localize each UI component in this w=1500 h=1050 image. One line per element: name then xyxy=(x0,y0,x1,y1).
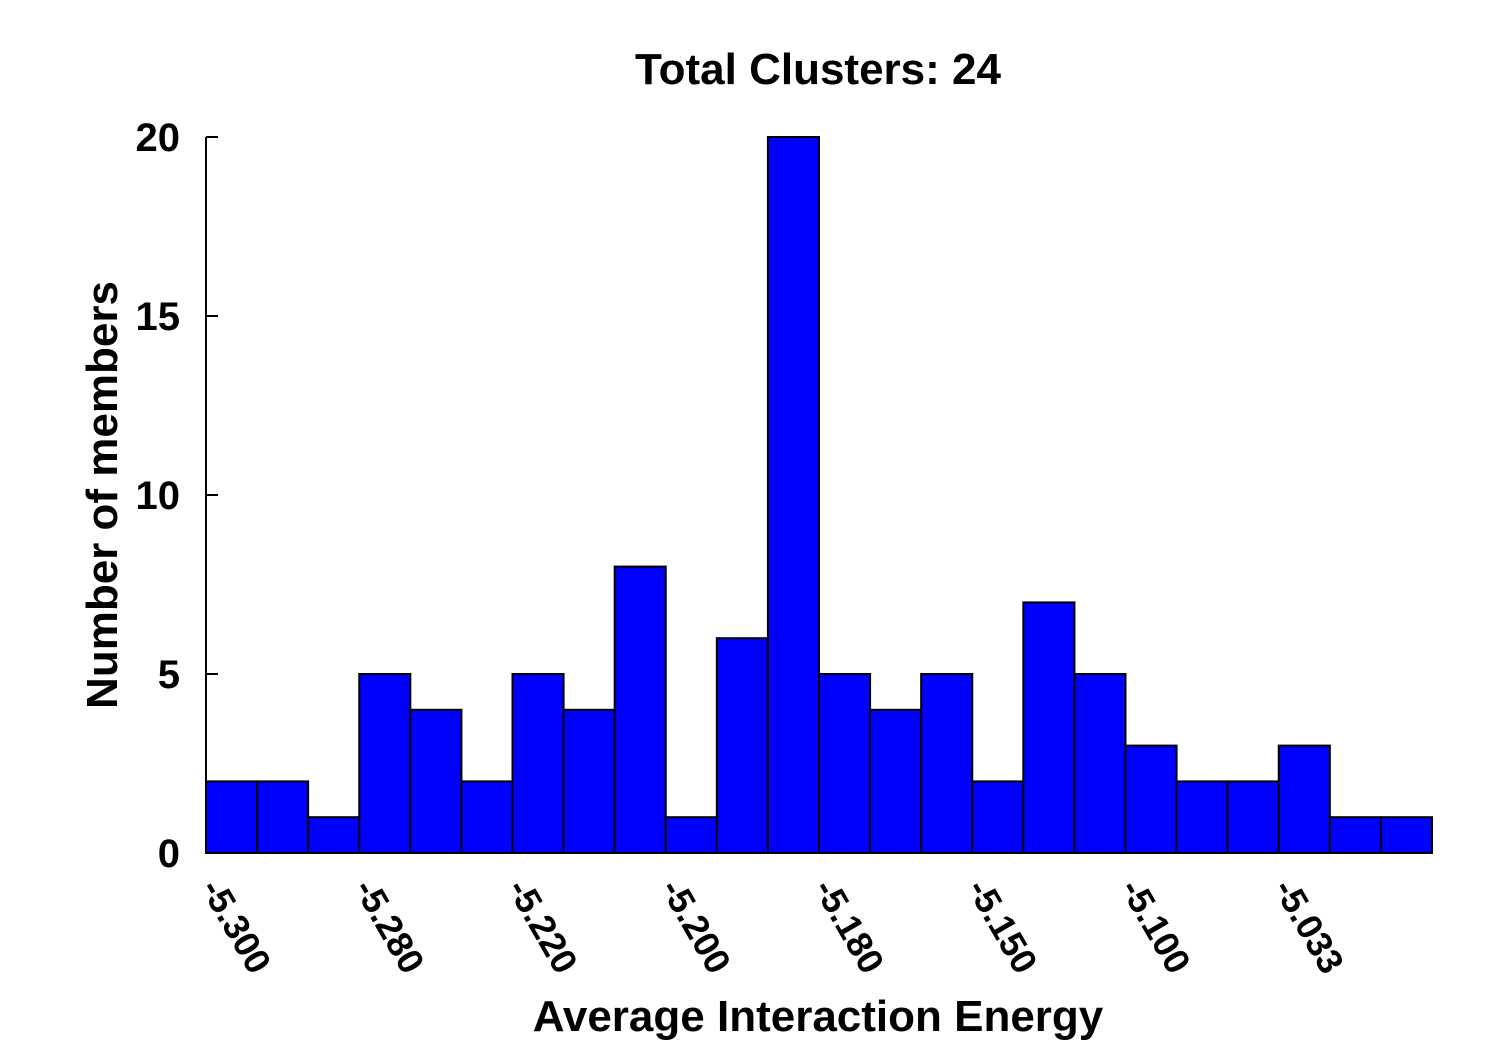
bar-11 xyxy=(715,637,769,855)
y-tick-label: 5 xyxy=(158,653,180,697)
bar-6 xyxy=(460,780,514,855)
bar-8 xyxy=(562,708,616,854)
bar-20 xyxy=(1175,780,1229,855)
y-tick-label: 0 xyxy=(158,832,180,876)
bar-18 xyxy=(1073,673,1127,854)
bar-5 xyxy=(409,708,463,854)
bar-1 xyxy=(205,780,259,855)
x-tick-label: -5.033 xyxy=(1266,872,1353,981)
bar-3 xyxy=(307,816,361,855)
bar-12 xyxy=(766,136,821,854)
bar-22 xyxy=(1277,744,1331,854)
x-axis-title: Average Interaction Energy xyxy=(533,992,1104,1041)
y-tick-label: 20 xyxy=(136,116,181,160)
bar-10 xyxy=(664,816,718,855)
bar-21 xyxy=(1226,780,1280,855)
bar-2 xyxy=(256,780,310,855)
x-tick-label: -5.220 xyxy=(500,872,587,981)
bar-13 xyxy=(818,673,872,854)
x-tick-label: -5.280 xyxy=(346,872,433,981)
bar-7 xyxy=(511,673,565,854)
bar-17 xyxy=(1022,601,1076,855)
bar-19 xyxy=(1124,744,1178,854)
y-axis-title: Number of members xyxy=(78,281,127,709)
x-tick-label: -5.300 xyxy=(193,872,280,981)
bar-9 xyxy=(613,565,667,854)
bar-4 xyxy=(358,673,412,854)
y-tick-label: 10 xyxy=(136,474,181,518)
x-tick-label: -5.180 xyxy=(806,872,893,981)
x-ticks: -5.300 -5.280 -5.220 -5.200 -5.180 -5.150 -5.1… xyxy=(193,872,1352,981)
x-tick-label: -5.100 xyxy=(1113,872,1200,981)
bar-24 xyxy=(1379,816,1433,855)
y-tick-label: 15 xyxy=(136,295,181,339)
bar-23 xyxy=(1328,816,1382,855)
y-ticks: 0 5 10 15 20 xyxy=(136,116,218,876)
bars-layer xyxy=(205,136,1433,855)
bar-14 xyxy=(869,708,923,854)
x-tick-label: -5.150 xyxy=(959,872,1046,981)
x-tick-label: -5.200 xyxy=(653,872,740,981)
bar-15 xyxy=(920,673,974,854)
bar-16 xyxy=(971,780,1025,855)
chart-title: Total Clusters: 24 xyxy=(635,45,1001,94)
